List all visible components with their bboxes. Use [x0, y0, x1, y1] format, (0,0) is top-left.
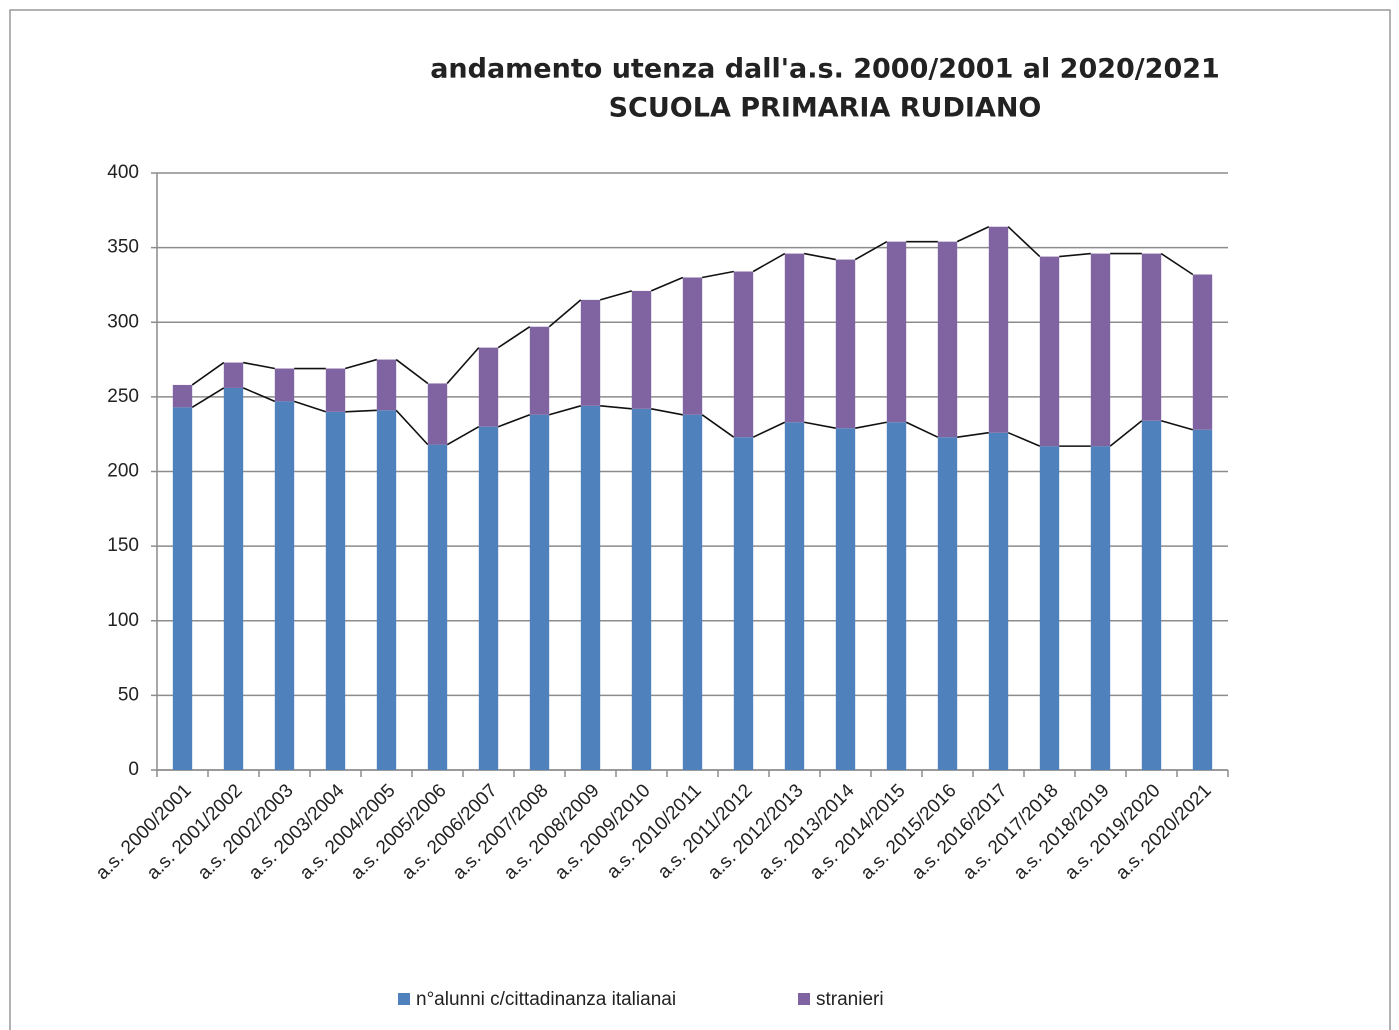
series-line: [446, 426, 480, 446]
bar: [1090, 253, 1111, 447]
series-line: [446, 347, 480, 384]
bar: [223, 387, 244, 770]
bar: [682, 277, 703, 415]
bar: [631, 408, 652, 770]
bar: [682, 414, 703, 770]
series-line: [1109, 420, 1143, 447]
bar: [172, 407, 193, 770]
bar: [733, 437, 754, 770]
series-line: [548, 405, 582, 416]
bar: [886, 422, 907, 770]
series-line: [1007, 431, 1041, 447]
bar: [529, 414, 550, 770]
y-tick-label: 200: [107, 461, 139, 482]
bar: [835, 259, 856, 429]
bar: [631, 290, 652, 409]
bar: [376, 359, 397, 411]
series-line: [242, 387, 276, 403]
chart-title: andamento utenza dall'a.s. 2000/2001 al …: [430, 54, 1220, 85]
y-tick-label: 300: [107, 311, 139, 332]
series-line: [497, 326, 531, 349]
series-line: [497, 414, 531, 428]
bar: [325, 411, 346, 770]
series-line: [804, 252, 836, 261]
series-line: [600, 405, 632, 410]
series-line: [752, 421, 786, 438]
series-line: [905, 421, 939, 438]
bar: [325, 368, 346, 412]
bar: [172, 384, 193, 408]
bar: [1192, 429, 1213, 770]
bar: [529, 326, 550, 415]
bar: [1090, 446, 1111, 770]
series-line: [650, 276, 684, 292]
series-line: [395, 358, 429, 385]
series-line: [804, 421, 836, 430]
bar: [274, 401, 295, 770]
y-tick-label: 400: [107, 162, 139, 183]
y-tick-label: 250: [107, 386, 139, 407]
bar: [376, 410, 397, 770]
series-line: [752, 252, 786, 273]
series-line: [854, 240, 888, 261]
series-line: [191, 361, 225, 386]
series-line: [1059, 252, 1091, 258]
bar: [937, 241, 958, 438]
series-line: [1160, 419, 1194, 431]
bar: [223, 362, 244, 388]
bar: [988, 432, 1009, 770]
series-line: [395, 409, 429, 446]
series-line: [701, 414, 735, 438]
bar: [580, 299, 601, 406]
y-tick-label: 150: [107, 535, 139, 556]
y-tick-label: 350: [107, 237, 139, 258]
series-line: [293, 400, 327, 413]
series-line: [855, 421, 887, 430]
bar: [580, 405, 601, 770]
bar: [1039, 446, 1060, 770]
y-tick-label: 100: [107, 610, 139, 631]
series-line: [1007, 226, 1041, 258]
series-line: [344, 358, 378, 370]
y-tick-label: 0: [128, 759, 139, 780]
bar: [937, 437, 958, 770]
series-line: [548, 299, 582, 328]
bar: [427, 383, 448, 445]
bar: [835, 428, 856, 770]
y-tick-label: 50: [118, 684, 139, 705]
bar: [784, 422, 805, 770]
bar: [886, 241, 907, 423]
legend-swatch: [798, 993, 810, 1005]
bar: [1192, 274, 1213, 430]
series-line: [702, 270, 734, 279]
bar: [1141, 253, 1162, 421]
bar: [478, 426, 499, 770]
series-line: [243, 361, 275, 370]
legend-label: stranieri: [816, 989, 884, 1010]
series-line: [956, 226, 990, 243]
series-line: [345, 409, 377, 413]
series-line: [191, 387, 225, 409]
bar: [784, 253, 805, 423]
bar: [427, 444, 448, 770]
bar: [733, 271, 754, 438]
bar: [1039, 256, 1060, 447]
bar: [274, 368, 295, 402]
series-line: [1160, 252, 1194, 276]
chart-subtitle: SCUOLA PRIMARIA RUDIANO: [609, 93, 1042, 124]
bar: [478, 347, 499, 427]
legend-label: n°alunni c/cittadinanza italianai: [416, 989, 676, 1010]
legend-swatch: [398, 993, 410, 1005]
series-line: [651, 408, 683, 416]
bar: [988, 226, 1009, 433]
series-line: [599, 290, 633, 301]
series-line: [957, 431, 989, 438]
bar: [1141, 420, 1162, 770]
